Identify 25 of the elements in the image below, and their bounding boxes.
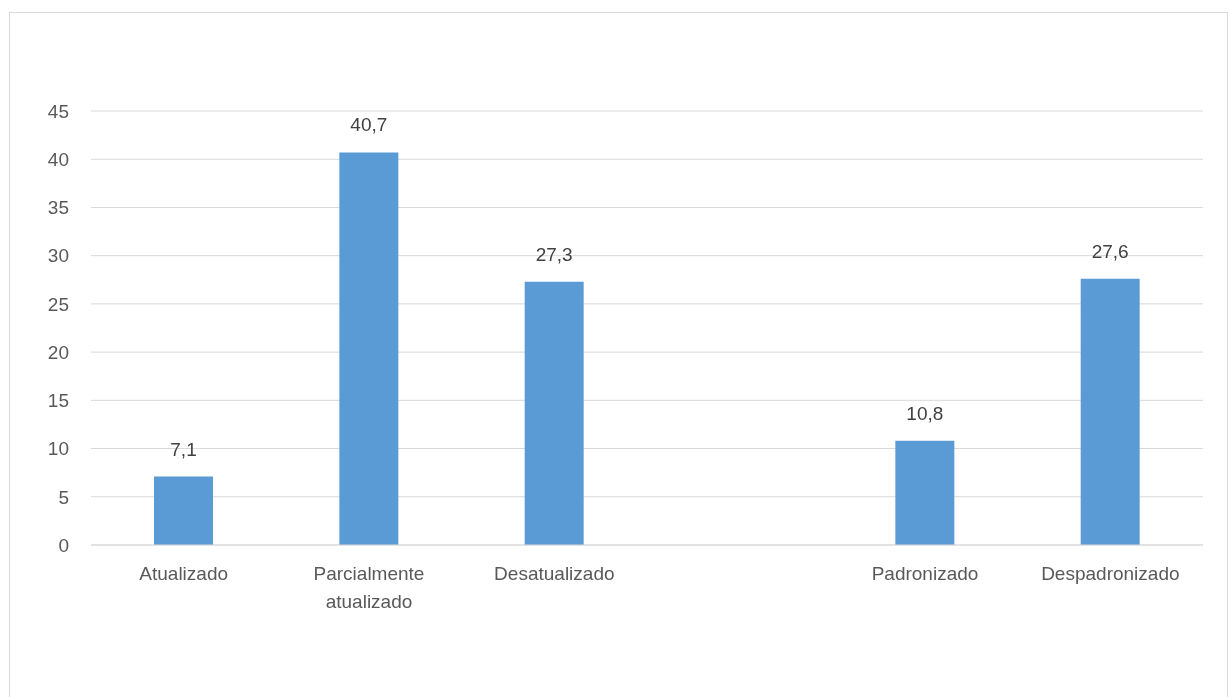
- x-tick-label: Padronizado: [871, 563, 979, 585]
- x-tick-label: Atualizado: [139, 563, 229, 585]
- x-tick-label: Parcialmente atualizado: [313, 563, 425, 613]
- y-tick-label: 15: [47, 390, 69, 412]
- y-tick-label: 45: [47, 100, 69, 122]
- bar: [339, 152, 399, 545]
- y-tick-label: 0: [58, 534, 69, 556]
- x-tick-label: Despadronizado: [1041, 563, 1180, 585]
- data-label: 40,7: [350, 114, 388, 136]
- data-label: 7,1: [170, 438, 197, 460]
- y-tick-label: 35: [47, 197, 69, 219]
- data-label: 27,3: [535, 243, 573, 265]
- data-label: 27,6: [1091, 240, 1129, 262]
- bar: [895, 440, 955, 545]
- y-tick-label: 25: [47, 293, 69, 315]
- y-tick-label: 10: [47, 438, 69, 460]
- bar: [524, 281, 584, 545]
- bar: [1080, 278, 1140, 545]
- bar: [154, 476, 214, 545]
- y-tick-label: 40: [47, 148, 69, 170]
- y-tick-label: 20: [47, 341, 69, 363]
- x-tick-label: Desatualizado: [494, 563, 615, 585]
- data-label: 10,8: [906, 402, 944, 424]
- y-tick-label: 5: [58, 486, 69, 508]
- y-tick-label: 30: [47, 245, 69, 267]
